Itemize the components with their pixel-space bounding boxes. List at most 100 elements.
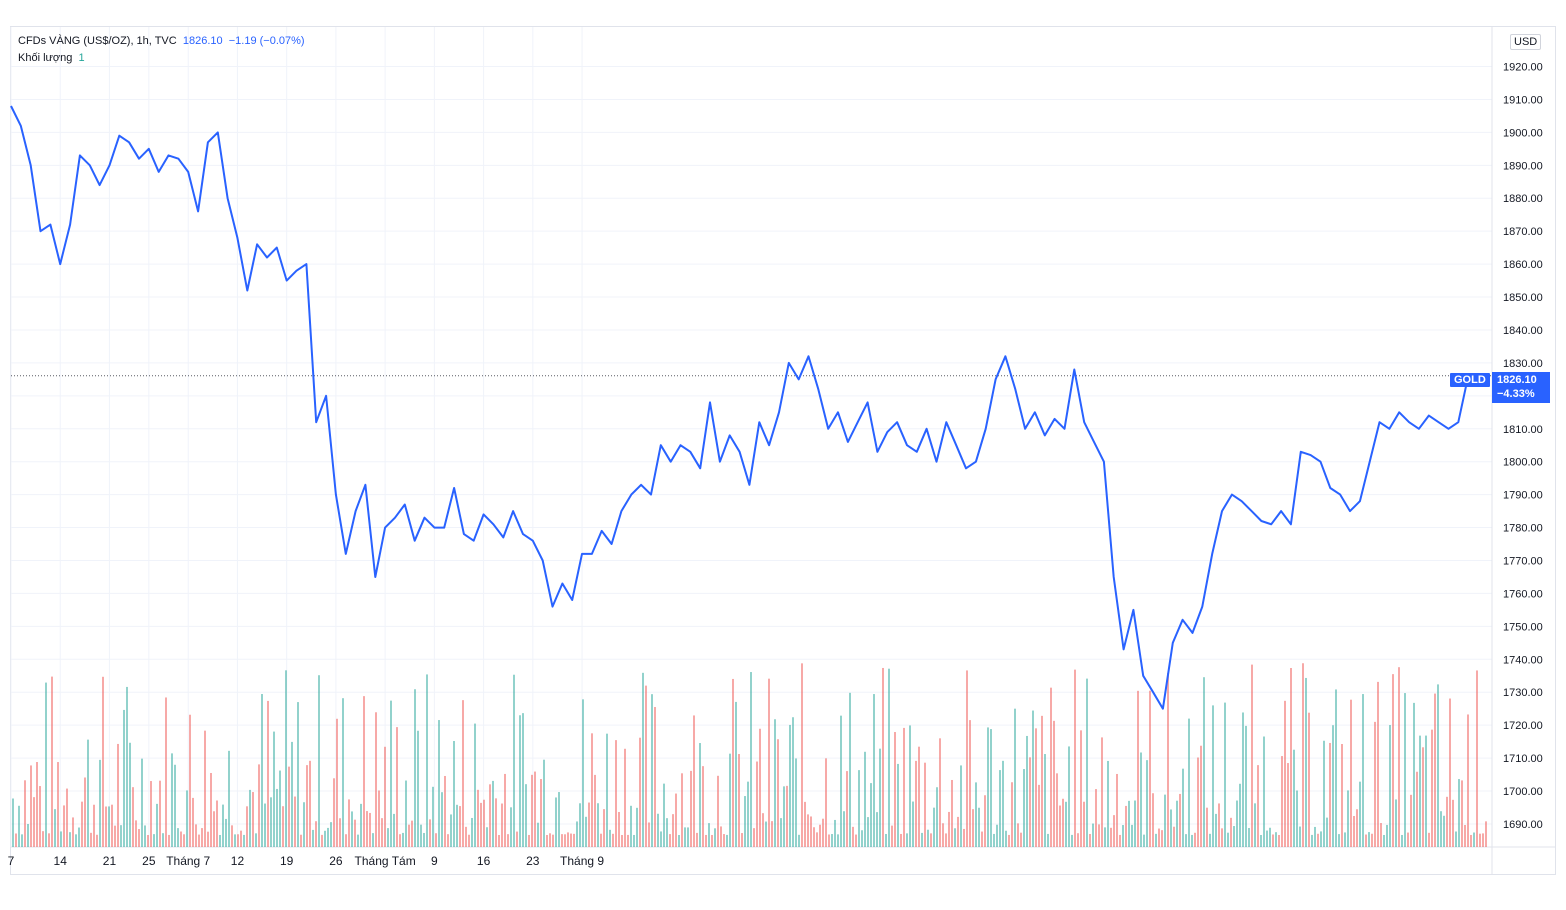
volume-bar	[645, 685, 647, 847]
volume-bar	[135, 820, 137, 847]
x-tick-label: Tháng 9	[560, 854, 604, 868]
volume-bar	[63, 805, 65, 847]
y-tick-label: 1910.00	[1503, 94, 1543, 106]
volume-bar	[819, 824, 821, 847]
volume-bar	[1143, 834, 1145, 847]
volume-bar	[216, 800, 218, 847]
volume-bar	[66, 788, 68, 847]
volume-bar	[621, 835, 623, 847]
volume-bar	[1011, 782, 1013, 847]
y-tick-label: 1750.00	[1503, 621, 1543, 633]
volume-bar	[615, 740, 617, 847]
volume-bar	[195, 824, 197, 847]
volume-bar	[1209, 833, 1211, 847]
volume-bar	[276, 788, 278, 847]
volume-bar	[783, 786, 785, 847]
volume-bar	[807, 814, 809, 847]
volume-bar	[1311, 834, 1313, 847]
volume-bar	[714, 828, 716, 847]
volume-bar	[936, 787, 938, 847]
volume-bar	[882, 667, 884, 847]
volume-bar	[435, 833, 437, 847]
volume-bar	[309, 760, 311, 847]
y-tick-label: 1870.00	[1503, 226, 1543, 238]
volume-bar	[267, 700, 269, 847]
volume-bar	[1377, 681, 1379, 847]
volume-bar	[336, 718, 338, 847]
volume-bar	[174, 764, 176, 847]
volume-bar	[666, 818, 668, 847]
volume-bar	[636, 807, 638, 847]
y-tick-label: 1730.00	[1503, 687, 1543, 699]
volume-bar	[408, 824, 410, 847]
volume-bar	[177, 828, 179, 847]
volume-bar	[684, 827, 686, 847]
volume-bar	[501, 803, 503, 847]
volume-bar	[792, 717, 794, 847]
volume-bar	[1233, 826, 1235, 847]
volume-bar	[954, 828, 956, 847]
volume-bar	[966, 670, 968, 847]
volume-bar	[348, 799, 350, 847]
volume-bar	[483, 799, 485, 847]
volume-bar	[111, 804, 113, 847]
volume-bar	[1182, 768, 1184, 847]
volume-bar	[1314, 826, 1316, 847]
volume-bar	[453, 741, 455, 847]
volume-bar	[351, 811, 353, 847]
volume-bar	[849, 692, 851, 847]
volume-bar	[1278, 834, 1280, 847]
volume-bar	[708, 823, 710, 847]
volume-bar	[1086, 678, 1088, 847]
volume-bar	[651, 694, 653, 847]
volume-bar	[333, 778, 335, 847]
volume-bar	[1185, 834, 1187, 847]
volume-bar	[1038, 784, 1040, 847]
y-tick-label: 1880.00	[1503, 193, 1543, 205]
volume-bar	[657, 813, 659, 847]
volume-bar	[678, 834, 680, 847]
volume-bar	[960, 765, 962, 847]
volume-bar	[795, 758, 797, 847]
volume-bar	[1284, 700, 1286, 847]
volume-bar	[741, 833, 743, 847]
volume-bar	[717, 775, 719, 847]
x-tick-label: Tháng Tám	[355, 854, 416, 868]
volume-bar	[1458, 779, 1460, 847]
volume-bar	[138, 829, 140, 847]
volume-bar	[1080, 730, 1082, 847]
volume-bar	[993, 833, 995, 847]
volume-bar	[1350, 699, 1352, 847]
volume-bar	[1485, 821, 1487, 847]
y-tick-label: 1830.00	[1503, 358, 1543, 370]
volume-bar	[273, 731, 275, 847]
volume-bar	[447, 834, 449, 847]
currency-button[interactable]: USD	[1510, 34, 1542, 50]
volume-bar	[528, 834, 530, 847]
volume-bar	[987, 727, 989, 847]
last-price-label: 1826.10 −4.33%	[1492, 372, 1550, 403]
volume-bar	[1035, 728, 1037, 847]
volume-bar	[1425, 735, 1427, 847]
volume-bar	[321, 834, 323, 847]
volume-bar	[912, 801, 914, 847]
volume-bar	[1125, 805, 1127, 847]
volume-bar	[897, 763, 899, 847]
volume-bar	[198, 834, 200, 847]
volume-bar	[702, 766, 704, 847]
volume-bar	[54, 809, 56, 847]
volume-bar	[1452, 799, 1454, 847]
volume-bar	[1461, 780, 1463, 847]
volume-bar	[1272, 834, 1274, 847]
volume-bar	[1410, 794, 1412, 847]
x-tick-label: 16	[477, 854, 491, 868]
volume-bar	[123, 709, 125, 847]
volume-bar	[279, 770, 281, 847]
volume-bar	[1380, 823, 1382, 847]
legend-symbol-row: CFDs VÀNG (US$/OZ), 1h, TVC 1826.10 −1.1…	[18, 35, 305, 47]
grid	[10, 27, 1492, 847]
volume-bar	[1203, 677, 1205, 847]
volume-bar	[207, 831, 209, 847]
volume-bar	[939, 738, 941, 847]
